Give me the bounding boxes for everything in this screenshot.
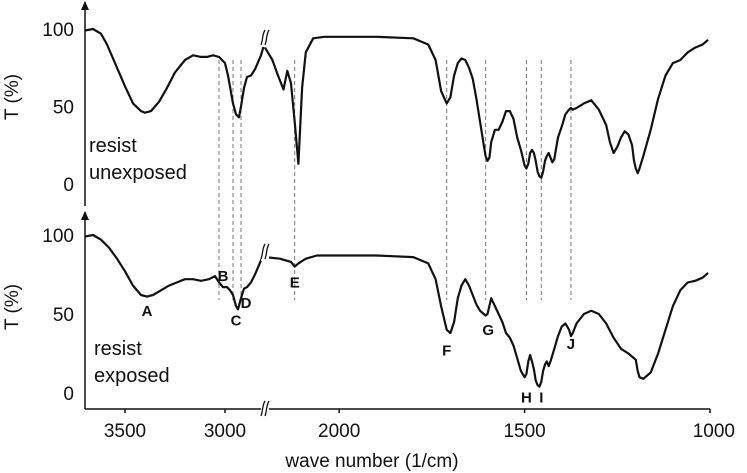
y-axis-title-top: T (%) — [2, 74, 23, 120]
peak-label-c: C — [231, 312, 242, 329]
x-tick-label: 1500 — [503, 421, 545, 442]
y-tick-label: 0 — [63, 175, 74, 196]
break-mark-axis — [260, 400, 270, 418]
peak-label-g: G — [482, 322, 494, 339]
y-tick-label: 100 — [42, 226, 74, 247]
panel-exposed: T (%) 100 50 0 resist exposed — [2, 211, 709, 409]
y-tick-label: 0 — [63, 384, 74, 405]
guide-lines — [218, 60, 572, 300]
y-axis-arrow-top — [81, 1, 89, 10]
peak-label-f: F — [442, 342, 451, 359]
y-axis-title-bottom: T (%) — [2, 284, 23, 330]
panel-unexposed: T (%) 100 50 0 resist unexposed — [2, 1, 709, 206]
y-tick-label: 50 — [53, 305, 74, 326]
peak-labels: A B CD E F G H I J — [142, 268, 575, 407]
x-axis-title: wave number (1/cm) — [284, 451, 458, 472]
x-tick-label: 3000 — [204, 421, 246, 442]
peak-label-h: H — [521, 390, 532, 407]
y-tick-label: 50 — [53, 98, 74, 119]
peak-label-e: E — [290, 274, 300, 291]
panel-label-unexposed: resist unexposed — [89, 135, 187, 184]
x-tick-label: 3500 — [104, 421, 146, 442]
y-tick-label: 100 — [42, 20, 74, 41]
spectrum-exposed — [84, 233, 709, 388]
x-tick-label: 2000 — [318, 421, 360, 442]
x-axis: 3500 3000 2000 1500 1000 wave number (1/cm) — [85, 408, 735, 472]
panel-label-exposed: resist exposed — [94, 338, 170, 387]
x-tick-label: 1000 — [693, 421, 735, 442]
spectrum-unexposed — [84, 27, 709, 179]
break-mark-bottom — [260, 243, 270, 261]
y-axis-arrow-bottom — [81, 211, 89, 220]
peak-label-b: B — [218, 268, 229, 285]
break-mark-top — [260, 29, 270, 47]
peak-label-a: A — [142, 303, 153, 320]
peak-label-i: I — [539, 390, 543, 407]
axis-break-marks — [260, 29, 270, 418]
peak-label-j: J — [567, 336, 575, 353]
peak-label-d: D — [241, 295, 252, 312]
